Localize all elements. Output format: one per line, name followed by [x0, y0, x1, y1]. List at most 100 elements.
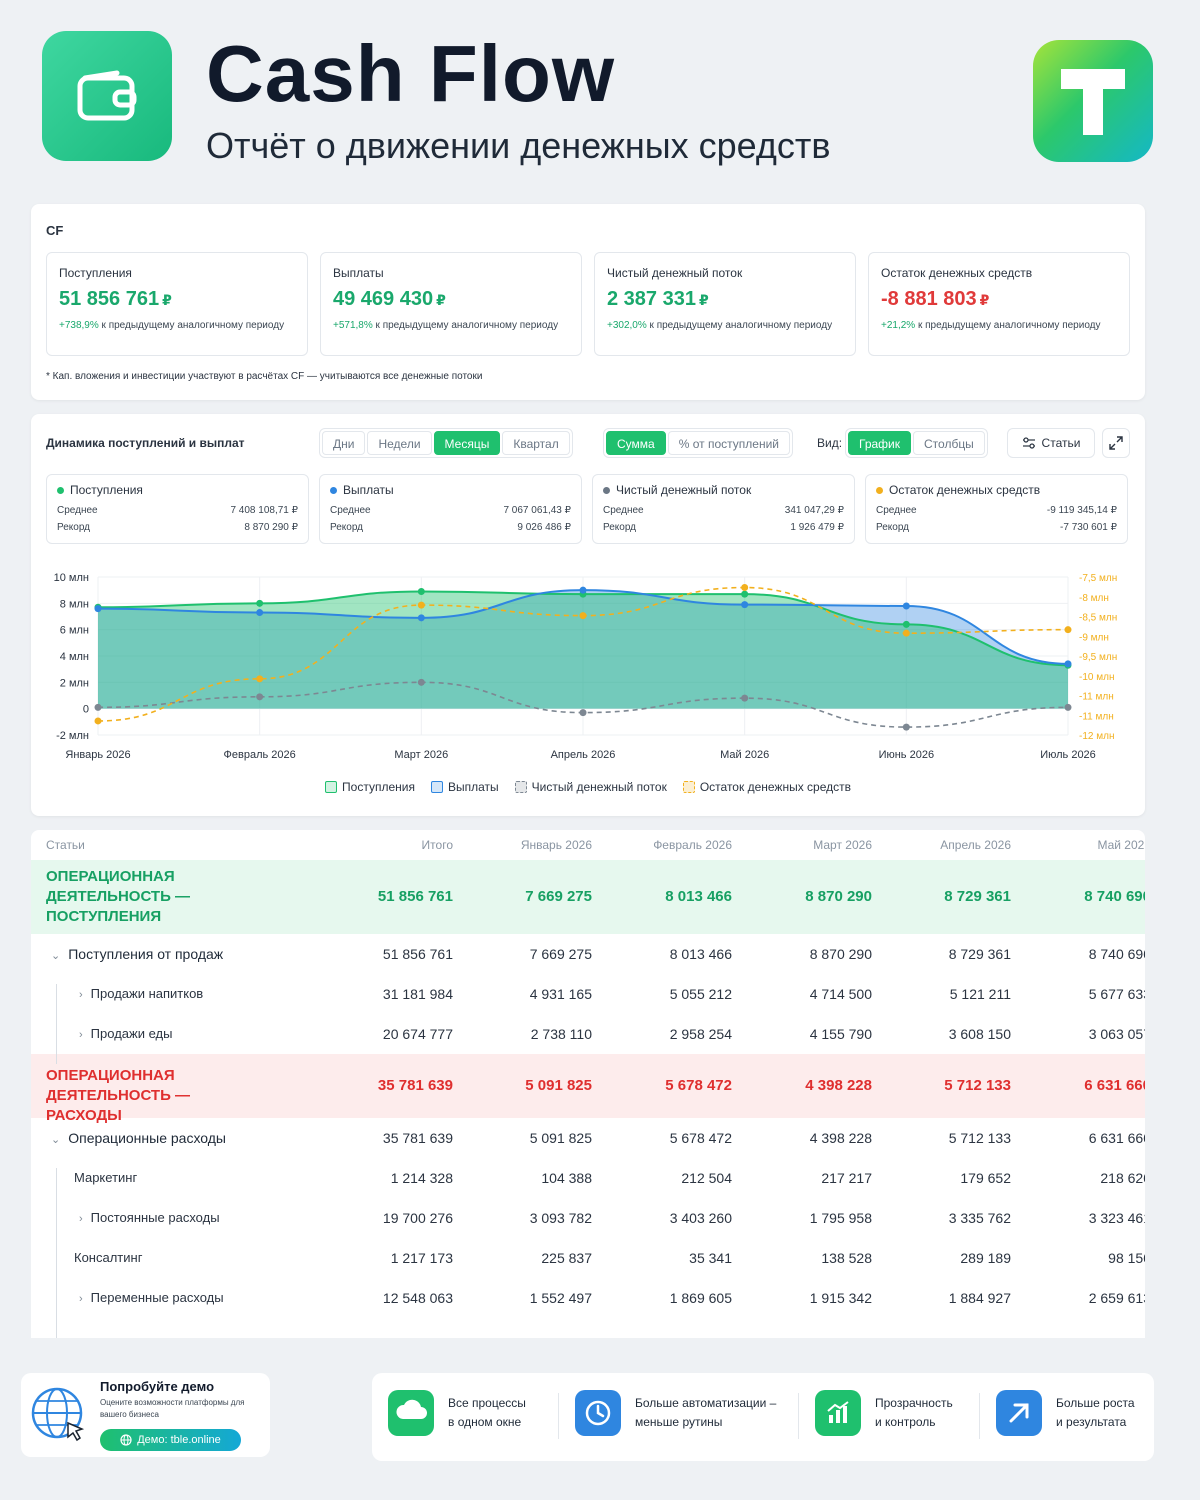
- table-row[interactable]: Консалтинг 1 217 173 225 837 35 341 138 528 2…: [31, 1238, 1145, 1278]
- table-cell: 5 678 472: [665, 1077, 732, 1094]
- table-row[interactable]: ОПЕРАЦИОННАЯ ДЕЯТЕЛЬНОСТЬ — ПОСТУПЛЕНИЯ 5…: [31, 860, 1145, 934]
- expand-icon: [1109, 436, 1123, 450]
- feature-line: Больше роста: [1056, 1396, 1135, 1410]
- expand-button[interactable]: [1102, 428, 1130, 458]
- clock-icon: [575, 1390, 621, 1436]
- series-name: Чистый денежный поток: [616, 483, 752, 497]
- table-row[interactable]: ⌄ Поступления от продаж 51 856 761 7 669 27…: [31, 934, 1145, 974]
- kpi-card: Выплаты 49 469 430 ₽ +571,8% к предыдущему …: [320, 252, 582, 356]
- feature-item: Прозрачность и контроль: [815, 1390, 953, 1436]
- table-cell: 19 700 276: [382, 1210, 453, 1226]
- table-row[interactable]: › Переменные расходы 12 548 063 1 552 497 1 …: [31, 1278, 1145, 1318]
- data-point: [741, 590, 749, 598]
- column-header[interactable]: Январь 2026: [520, 838, 592, 852]
- legend-swatch: [430, 781, 443, 793]
- series-stat-title: Чистый денежный поток: [603, 483, 844, 497]
- table-cell: 20 674 777: [382, 1026, 453, 1042]
- view-button[interactable]: График: [848, 431, 911, 455]
- column-header[interactable]: Апрель 2026: [940, 838, 1011, 852]
- mode-button[interactable]: % от поступлений: [667, 431, 790, 455]
- table-cell: 8 870 290: [809, 946, 872, 962]
- data-point: [94, 703, 102, 711]
- column-header[interactable]: Итого: [421, 838, 453, 852]
- period-button[interactable]: Недели: [367, 431, 432, 455]
- y-left-tick-label: 6 млн: [60, 625, 89, 637]
- series-area-income: [98, 591, 1068, 709]
- column-header[interactable]: Май 2026: [1097, 838, 1145, 852]
- period-button[interactable]: Месяцы: [433, 431, 501, 455]
- period-button[interactable]: Дни: [322, 431, 366, 455]
- column-header[interactable]: Статьи: [46, 838, 85, 852]
- data-point: [902, 620, 910, 628]
- data-point: [417, 601, 425, 609]
- cf-summary-card: CF Поступления 51 856 761 ₽ +738,9% к преды…: [31, 204, 1145, 400]
- table-row[interactable]: Маркетинг 1 214 328 104 388 212 504 217 217 1…: [31, 1158, 1145, 1198]
- series-dot-icon: [57, 486, 64, 494]
- kpi-note: +302,0% к предыдущему аналогичному перио…: [607, 319, 843, 333]
- articles-button[interactable]: Статьи: [1007, 428, 1095, 458]
- column-header[interactable]: Февраль 2026: [653, 838, 732, 852]
- feature-line: Все процессы: [448, 1396, 526, 1410]
- table-cell: 218 620: [1100, 1170, 1145, 1186]
- cf-label: CF: [46, 223, 64, 238]
- feature-text: Больше автоматизации – меньше рутины: [635, 1394, 776, 1432]
- row-label: › Переменные расходы: [79, 1278, 224, 1319]
- page-title: Cash Flow: [206, 29, 616, 118]
- table-row[interactable]: ⌄ Операционные расходы 35 781 639 5 091 825…: [31, 1118, 1145, 1158]
- table-row[interactable]: ОПЕРАЦИОННАЯ ДЕЯТЕЛЬНОСТЬ — РАСХОДЫ 35 78…: [31, 1054, 1145, 1124]
- demo-link-button[interactable]: Демо: tble.online: [100, 1429, 241, 1451]
- sliders-icon: [1022, 437, 1035, 449]
- legend-label: Чистый денежный поток: [531, 780, 667, 794]
- legend-item[interactable]: Поступления: [325, 780, 415, 794]
- feature-line: меньше рутины: [635, 1415, 723, 1429]
- series-stat-title: Поступления: [57, 483, 298, 497]
- stat-value: 1 926 479 ₽: [790, 522, 844, 533]
- legend-item[interactable]: Чистый денежный поток: [514, 780, 667, 794]
- divider: [979, 1393, 980, 1439]
- table-row[interactable]: › Постоянные расходы 19 700 276 3 093 782 3 …: [31, 1198, 1145, 1238]
- stat-label: Рекорд: [330, 522, 364, 533]
- chevron-right-icon[interactable]: ›: [79, 989, 83, 1001]
- row-label: Консалтинг: [74, 1238, 142, 1278]
- legend-item[interactable]: Остаток денежных средств: [682, 780, 851, 794]
- y-right-tick-label: -11 млн: [1079, 711, 1114, 722]
- y-left-tick-label: 10 млн: [54, 572, 89, 584]
- mode-button[interactable]: Сумма: [606, 431, 666, 455]
- feature-item: Все процессы в одном окне: [388, 1390, 526, 1436]
- table-cell: 6 631 660: [1088, 1130, 1145, 1146]
- data-point: [579, 612, 587, 620]
- row-name: Операционные расходы: [68, 1130, 226, 1146]
- table-cell: 35 781 639: [382, 1130, 453, 1146]
- table-cell: 104 388: [541, 1170, 592, 1186]
- series-dot-icon: [876, 486, 883, 494]
- data-point: [1064, 703, 1072, 711]
- series-stat-title: Остаток денежных средств: [876, 483, 1117, 497]
- globe-icon: [120, 1434, 132, 1446]
- table-row[interactable]: › Продажи еды 20 674 777 2 738 110 2 958 254…: [31, 1014, 1145, 1054]
- currency-sign: ₽: [698, 292, 709, 308]
- table-cell: 35 341: [689, 1250, 732, 1266]
- wallet-icon: [77, 70, 137, 121]
- data-point: [417, 678, 425, 686]
- kpi-percent: +302,0%: [607, 320, 647, 331]
- table-row[interactable]: › Продажи напитков 31 181 984 4 931 165 5 05…: [31, 974, 1145, 1014]
- chevron-right-icon[interactable]: ›: [79, 1029, 83, 1041]
- stat-average-row: Среднее 341 047,29 ₽: [603, 505, 844, 516]
- series-name: Поступления: [70, 483, 143, 497]
- chevron-down-icon[interactable]: ⌄: [51, 1134, 61, 1146]
- kpi-note: +738,9% к предыдущему аналогичному перио…: [59, 319, 295, 333]
- period-button[interactable]: Квартал: [502, 431, 570, 455]
- currency-sign: ₽: [162, 292, 172, 308]
- data-point: [741, 584, 749, 592]
- stat-label: Рекорд: [876, 522, 910, 533]
- chevron-right-icon[interactable]: ›: [79, 1293, 83, 1305]
- y-right-tick-label: -10 млн: [1079, 672, 1114, 683]
- view-button[interactable]: Столбцы: [913, 431, 985, 455]
- data-point: [94, 717, 102, 725]
- chevron-right-icon[interactable]: ›: [79, 1213, 83, 1225]
- legend-item[interactable]: Выплаты: [430, 780, 499, 794]
- x-tick-label: Май 2026: [720, 749, 769, 761]
- table-cell: 7 669 275: [525, 888, 592, 905]
- chevron-down-icon[interactable]: ⌄: [51, 950, 61, 962]
- column-header[interactable]: Март 2026: [813, 838, 872, 852]
